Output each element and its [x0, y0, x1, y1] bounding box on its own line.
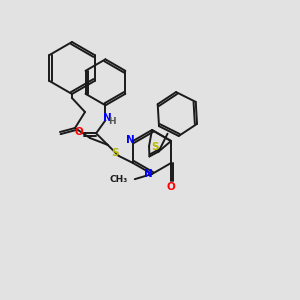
Text: CH₃: CH₃ — [110, 175, 128, 184]
Text: N: N — [144, 169, 152, 179]
Text: N: N — [126, 135, 134, 145]
Text: H: H — [109, 117, 116, 126]
Text: N: N — [103, 113, 112, 123]
Text: S: S — [111, 148, 118, 158]
Text: S: S — [151, 142, 159, 152]
Text: O: O — [75, 127, 83, 137]
Text: O: O — [167, 182, 176, 192]
